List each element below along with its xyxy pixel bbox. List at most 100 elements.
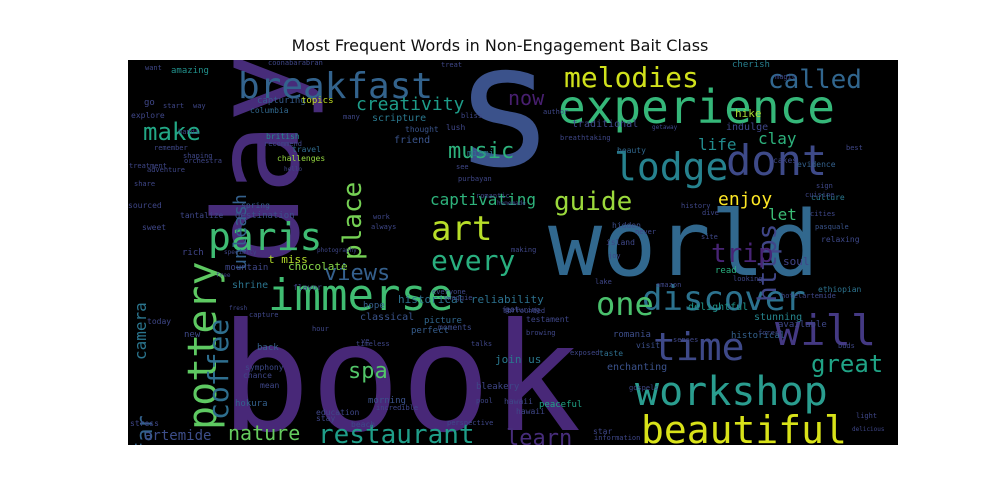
word-treat: treat [441,61,462,69]
word-one: one [596,285,654,323]
word-dont: dont [726,136,827,185]
word-discover: discover [642,279,806,319]
word-delicious: delicious [852,426,885,433]
word-called: called [768,65,862,95]
word-capturing: capturing [257,96,306,106]
word-read: read [715,266,737,276]
word-breakfast: breakfast [238,66,433,107]
word-hawaii: hawaii [504,397,533,406]
word-make: make [143,118,201,146]
word-guide: guide [554,187,632,217]
word-chocolate: chocolate [288,260,348,273]
word-many: many [343,113,360,121]
word-spa: spa [348,359,388,384]
word-enchanting: enchanting [607,362,667,373]
word-camera: camera [131,302,150,360]
word-way: way [193,102,206,110]
word-available: available [778,320,827,330]
word-author: author [543,108,568,116]
word-enjoy: enjoy [718,189,772,210]
word-lake: lake [595,278,612,286]
word-hidden: hidden [612,221,641,230]
word-every: every [431,244,515,277]
word-far: far [133,415,158,445]
word-hawaii: hawaii [516,407,545,416]
word-hands: hands [178,128,199,136]
word-restaurant: restaurant [318,420,475,445]
word-learn: learn [506,426,572,445]
word-evidence: evidence [797,160,836,169]
word-photography: photography [317,247,357,254]
word-start: start [163,102,184,110]
word-taste: taste [599,349,623,358]
word-stay: stay [316,414,335,423]
word-island: island [606,238,635,247]
word-gospels: gospels [629,384,659,392]
word-go: go [144,98,155,108]
word-let: let [768,205,797,224]
word-featuring: featuring [502,306,540,314]
word-lodge: lodge [614,145,728,189]
word-testament: testament [526,315,570,324]
word-amazon: amazon [656,281,681,289]
word-exposed: exposed [570,349,600,357]
word-relaxing: relaxing [821,235,860,244]
word-cherish: cherish [732,60,770,70]
word-rich: rich [182,248,204,258]
word-got: got [505,305,520,314]
word-life: life [698,135,737,154]
word-scripture: scripture [372,113,426,124]
word-book: book [220,292,581,445]
word-moments: moments [438,323,472,332]
word-incredible: incredible [376,404,418,412]
word-hokura: hokura [235,399,268,409]
word-hello: hello [284,166,302,173]
word-forest: forest [758,329,783,337]
word-unleash: unleash [230,194,251,270]
word-traditional: traditional [572,119,638,130]
word-browing: browing [526,329,556,337]
word-join-us: join us [495,353,541,366]
word-free: free [216,272,231,279]
word-hike: hike [735,107,762,120]
word-british: british [266,132,300,141]
chart-title: Most Frequent Words in Non-Engagement Ba… [291,36,709,55]
word-sign: sign [816,182,833,190]
word-magic: magic [775,73,796,81]
word-romania: romania [613,330,651,340]
word-s: s [453,60,555,206]
word-great: great [811,350,883,378]
word-time: time [653,325,745,369]
word-t-miss: t miss [268,253,308,266]
word-music: music [448,139,514,164]
word-picture: picture [424,316,462,326]
word-clay: clay [758,129,797,148]
word-best: best [846,144,863,152]
word-everyone: everyone [432,288,466,296]
word-classical: classical [360,312,414,323]
word-lush: lush [446,123,465,132]
word-peaceful: peaceful [539,400,582,410]
word-stress: stress [130,419,159,428]
word-columbia: columbia [250,106,289,115]
word-buds: buds [838,342,855,350]
word-beauty: beauty [617,146,646,155]
word-morning: morning [368,396,406,406]
word-looking: looking [733,275,763,283]
word-share: share [134,180,155,188]
word-historical: historical [731,331,785,341]
word-hope: hope [363,301,385,311]
word-stunning: stunning [754,312,802,323]
word-destination: destination [235,211,295,221]
word-coffee: coffee [202,319,235,420]
word-remember: remember [154,144,188,152]
word-dive: dive [702,209,719,217]
word-work: work [373,213,391,221]
word-travel: travel [292,145,321,154]
word-recommend: recommend [264,140,302,148]
word-perspective: perspective [447,419,493,427]
word-treatment: treatment [129,162,167,170]
word-friend: friend [394,135,430,146]
word-talks: talks [471,340,492,348]
word-information: information [594,434,640,442]
